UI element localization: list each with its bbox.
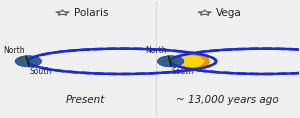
Circle shape: [21, 59, 30, 62]
Circle shape: [178, 56, 203, 67]
Text: ~ 13,000 years ago: ~ 13,000 years ago: [176, 95, 279, 105]
Circle shape: [158, 56, 183, 66]
Text: South: South: [171, 67, 194, 76]
Text: Present: Present: [66, 95, 105, 105]
Circle shape: [16, 56, 40, 66]
Text: South: South: [29, 67, 52, 76]
Circle shape: [158, 56, 183, 66]
Circle shape: [16, 56, 41, 66]
Circle shape: [171, 61, 177, 63]
Text: North: North: [146, 46, 167, 55]
Text: Vega: Vega: [216, 8, 242, 18]
Circle shape: [164, 59, 172, 62]
Circle shape: [28, 61, 35, 63]
Text: Polaris: Polaris: [74, 8, 108, 18]
Circle shape: [172, 54, 209, 69]
Text: North: North: [3, 46, 25, 55]
